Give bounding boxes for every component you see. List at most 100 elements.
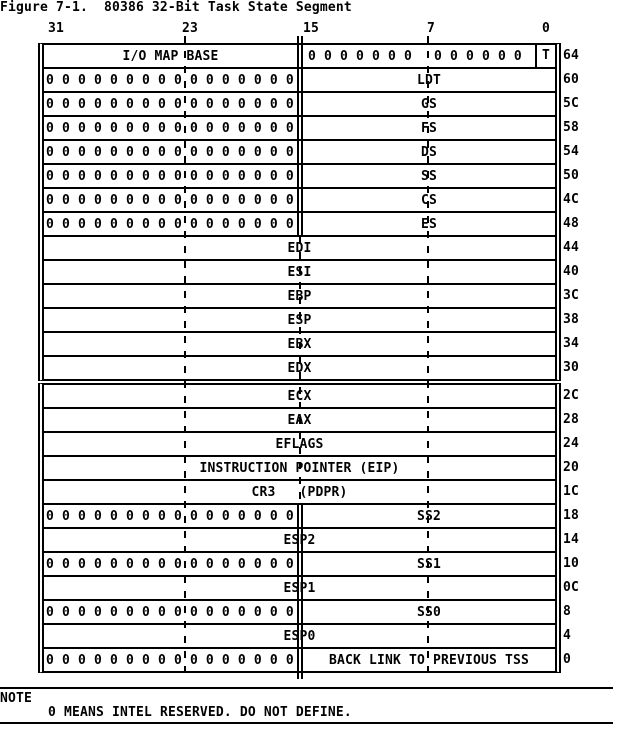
offset-label: 4	[563, 628, 571, 643]
field-label: BACK LINK TO PREVIOUS TSS	[329, 652, 529, 668]
reserved-zeros: 0 0 0 0 0 0 0 0 0 0 0 0 0 0 0 0	[46, 120, 294, 136]
offset-label: 20	[563, 460, 579, 475]
offset-label: 28	[563, 412, 579, 427]
offset-label: 4C	[563, 192, 579, 207]
offset-label: 2C	[563, 388, 579, 403]
offset-label: 44	[563, 240, 579, 255]
tss-row-4: ESP0	[44, 625, 555, 649]
bit-label-7: 7	[427, 21, 435, 36]
offset-label: 18	[563, 508, 579, 523]
offset-label: 58	[563, 120, 579, 135]
reserved-bits-cell: 0 0 0 0 0 0 0 0 0 0 0 0 0 0 0 0	[44, 165, 297, 187]
tss-lower-section: ECX EAX EFLAGS INSTRUCTION POINTER (EIP) CR3…	[38, 383, 561, 673]
bit-label-23: 23	[182, 21, 198, 36]
tss-row-0C: ESP1	[44, 577, 555, 601]
tss-row-14: ESP2	[44, 529, 555, 553]
field-cell: LDT	[303, 69, 555, 91]
offset-label: 64	[563, 48, 579, 63]
field-cell: CS	[303, 189, 555, 211]
field-cell: BACK LINK TO PREVIOUS TSS	[303, 649, 555, 671]
field-label: ESP1	[283, 580, 316, 596]
offset-label: 0C	[563, 580, 579, 595]
debug-trap-bit: T	[535, 45, 555, 67]
bit23-boundary-line	[184, 36, 186, 679]
bit-label-15: 15	[303, 21, 319, 36]
field-label: ESP2	[283, 532, 316, 548]
offset-label: 60	[563, 72, 579, 87]
field-label: ESP0	[283, 628, 316, 644]
reserved-zeros: 0 0 0 0 0 0 0 0 0 0 0 0 0 0 0 0	[46, 556, 294, 572]
field-label: CR3 (PDPR)	[251, 484, 348, 500]
reserved-zeros: 0 0 0 0 0 0 0 0 0 0 0 0 0 0 0 0	[46, 604, 294, 620]
reserved-zeros: 0 0 0 0 0 0 0 0 0 0 0 0 0 0 0 0	[46, 508, 294, 524]
field-cell: SS0	[303, 601, 555, 623]
offset-label: 24	[563, 436, 579, 451]
field-label: SS0	[417, 604, 441, 620]
offset-label: 50	[563, 168, 579, 183]
offset-label: 14	[563, 532, 579, 547]
reserved-zeros: 0 0 0 0 0 0 0 0 0 0 0 0 0 0 0 0	[46, 144, 294, 160]
note-text: 0 MEANS INTEL RESERVED. DO NOT DEFINE.	[48, 705, 352, 720]
offset-label: 8	[563, 604, 571, 619]
offset-label: 34	[563, 336, 579, 351]
reserved-bits-cell: 0 0 0 0 0 0 0 0 0 0 0 0 0 0 0 0	[44, 553, 297, 575]
field-cell: SS2	[303, 505, 555, 527]
field-label: LDT	[417, 72, 441, 88]
field-label: EDX	[287, 360, 312, 376]
offset-label: 54	[563, 144, 579, 159]
offset-label: 1C	[563, 484, 579, 499]
tss-row-1C: CR3 (PDPR)	[44, 481, 555, 505]
tss-row-50: 0 0 0 0 0 0 0 0 0 0 0 0 0 0 0 0 SS	[44, 165, 555, 189]
field-label: GS	[421, 96, 437, 112]
lower-half-word-divider	[297, 503, 303, 679]
field-cell: DS	[303, 141, 555, 163]
field-label: ES	[421, 216, 437, 232]
field-label: DS	[421, 144, 437, 160]
reserved-bits-cell: 0 0 0 0 0 0 0 0 0 0 0 0 0 0 0 0	[44, 213, 297, 235]
tss-row-30: EDX	[44, 357, 555, 379]
reserved-zeros: 0 0 0 0 0 0 0 0 0 0 0 0 0 0 0 0	[46, 216, 294, 232]
field-label: SS	[421, 168, 437, 184]
field-label: ESP	[287, 312, 312, 328]
offset-label: 10	[563, 556, 579, 571]
field-cell: SS	[303, 165, 555, 187]
field-cell: SS1	[303, 553, 555, 575]
reserved-zeros: 0 0 0 0 0 0 0 0 0 0 0 0 0 0 0 0	[46, 72, 294, 88]
offset-label: 38	[563, 312, 579, 327]
upper-half-word-divider	[297, 36, 303, 237]
reserved-bits-cell: 0 0 0 0 0 0 0 0 0 0 0 0 0 0 0 0	[44, 69, 297, 91]
field-cell: GS	[303, 93, 555, 115]
tss-row-4C: 0 0 0 0 0 0 0 0 0 0 0 0 0 0 0 0 CS	[44, 189, 555, 213]
figure-title: Figure 7-1. 80386 32-Bit Task State Segm…	[0, 0, 352, 15]
field-label: I/O MAP BASE	[122, 48, 219, 64]
field-label: ECX	[287, 388, 312, 404]
tss-row-5C: 0 0 0 0 0 0 0 0 0 0 0 0 0 0 0 0 GS	[44, 93, 555, 117]
reserved-bits-cell: 0 0 0 0 0 0 0 0 0 0 0 0 0 0 0 0	[44, 93, 297, 115]
field-label: INSTRUCTION POINTER (EIP)	[199, 460, 400, 476]
tss-row-48: 0 0 0 0 0 0 0 0 0 0 0 0 0 0 0 0 ES	[44, 213, 555, 237]
reserved-bits-cell: 0 0 0 0 0 0 0 0 0 0 0 0 0 0 0 0	[44, 117, 297, 139]
offset-label: 48	[563, 216, 579, 231]
bit-label-0: 0	[542, 21, 550, 36]
reserved-bits-cell: 0 0 0 0 0 0 0 0 0 0 0 0 0 0 0 0	[44, 601, 297, 623]
reserved-zeros: 0 0 0 0 0 0	[433, 48, 522, 64]
bit15-boundary-dashed-line	[299, 237, 301, 503]
field-label: EBX	[287, 336, 312, 352]
field-label: EFLAGS	[275, 436, 324, 452]
tss-row-18: 0 0 0 0 0 0 0 0 0 0 0 0 0 0 0 0 SS2	[44, 505, 555, 529]
field-label: FS	[421, 120, 437, 136]
tss-row-58: 0 0 0 0 0 0 0 0 0 0 0 0 0 0 0 0 FS	[44, 117, 555, 141]
reserved-zeros: 0 0 0 0 0 0 0 0 0 0 0 0 0 0 0 0	[46, 652, 294, 668]
bit-label-31: 31	[48, 21, 64, 36]
reserved-zeros: 0 0 0 0 0 0 0 0 0 0 0 0 0 0 0 0	[46, 168, 294, 184]
reserved-bits-cell: 0 0 0 0 0 0 0 0 0 0 0 0 0 0 0 0	[44, 649, 297, 671]
field-label: EDI	[287, 240, 312, 256]
reserved-zeros: 0 0 0 0 0 0 0 0 0 0 0 0 0 0 0 0	[46, 96, 294, 112]
field-label: ESI	[287, 264, 312, 280]
io-map-base-cell: I/O MAP BASE	[44, 45, 297, 67]
field-label: SS1	[417, 556, 441, 572]
reserved-bits-cell: 0 0 0 0 0 0 0 0 0 0 0 0 0 0 0 0	[44, 141, 297, 163]
